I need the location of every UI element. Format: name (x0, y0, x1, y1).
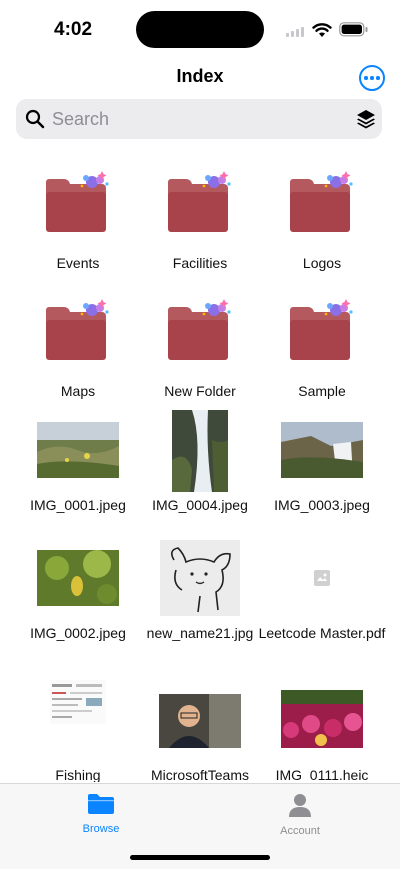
tab-account-label: Account (280, 825, 320, 837)
pdf-item[interactable]: Leetcode Master.pdf (255, 540, 389, 670)
item-name: Maps (60, 383, 96, 399)
cellular-signal-icon (286, 27, 304, 37)
person-icon (289, 794, 311, 817)
wifi-icon (312, 23, 332, 37)
status-time: 4:02 (54, 19, 93, 40)
folder-icon (255, 171, 389, 234)
image-item[interactable]: new_name21.jpg (133, 540, 267, 670)
folder-icon (11, 299, 145, 362)
image-item[interactable]: IMG_0111.heic (255, 680, 389, 782)
tab-browse-label: Browse (82, 823, 120, 835)
folder-item[interactable]: Maps (11, 292, 145, 422)
item-name: Facilities (172, 255, 228, 271)
tab-account[interactable]: Account (240, 792, 360, 837)
item-name: IMG_0002.jpeg (30, 625, 126, 641)
item-name: Fishing (55, 767, 101, 782)
folder-item[interactable]: New Folder (133, 292, 267, 422)
folder-icon (133, 299, 267, 362)
image-item[interactable]: IMG_0003.jpeg (255, 410, 389, 540)
image-thumbnail (37, 422, 119, 478)
image-item[interactable]: IMG_0004.jpeg (133, 410, 267, 540)
image-item[interactable]: IMG_0002.jpeg (11, 540, 145, 670)
item-name: IMG_0004.jpeg (152, 497, 248, 513)
file-grid: Events Facilities Logos Maps (0, 150, 400, 782)
item-name: New Folder (164, 383, 236, 399)
image-thumbnail (281, 690, 363, 748)
folder-icon (88, 794, 114, 814)
folder-icon (255, 299, 389, 362)
image-thumbnail (172, 410, 228, 492)
item-name: new_name21.jpg (146, 625, 254, 641)
page-title: Index (176, 66, 224, 86)
image-item[interactable]: MicrosoftTeams (133, 680, 267, 782)
image-thumbnail (281, 422, 363, 478)
folder-item[interactable]: Events (11, 164, 145, 294)
item-name: Sample (298, 383, 346, 399)
item-name: MicrosoftTeams (150, 767, 250, 782)
ellipsis-dot (376, 76, 380, 80)
item-name: IMG_0001.jpeg (30, 497, 126, 513)
dynamic-island (136, 11, 264, 48)
folder-item[interactable]: Sample (255, 292, 389, 422)
pdf-placeholder-icon (314, 570, 330, 586)
folder-item[interactable]: Logos (255, 164, 389, 294)
ellipsis-icon (364, 76, 368, 80)
item-name: Logos (302, 255, 342, 271)
search-input[interactable] (52, 99, 342, 139)
tab-browse[interactable]: Browse (41, 792, 161, 835)
folder-icon (11, 171, 145, 234)
layers-icon[interactable] (355, 108, 377, 130)
item-name: Leetcode Master.pdf (258, 625, 386, 641)
folder-icon (133, 171, 267, 234)
image-item[interactable]: IMG_0001.jpeg (11, 410, 145, 540)
ellipsis-dot (370, 76, 374, 80)
status-bar: 4:02 (0, 0, 400, 58)
image-thumbnail (37, 550, 119, 606)
search-icon (25, 109, 45, 129)
image-thumbnail (159, 694, 241, 748)
image-thumbnail (50, 680, 106, 724)
battery-icon (339, 22, 368, 37)
folder-item[interactable]: Facilities (133, 164, 267, 294)
item-name: IMG_0111.heic (275, 767, 369, 782)
tab-bar: Browse Account (0, 783, 400, 869)
item-name: Events (56, 255, 100, 271)
image-item[interactable]: Fishing (11, 680, 145, 782)
image-thumbnail (160, 540, 240, 616)
home-indicator (130, 855, 270, 860)
more-options-button[interactable] (359, 65, 385, 91)
item-name: IMG_0003.jpeg (274, 497, 370, 513)
search-bar (16, 99, 382, 139)
